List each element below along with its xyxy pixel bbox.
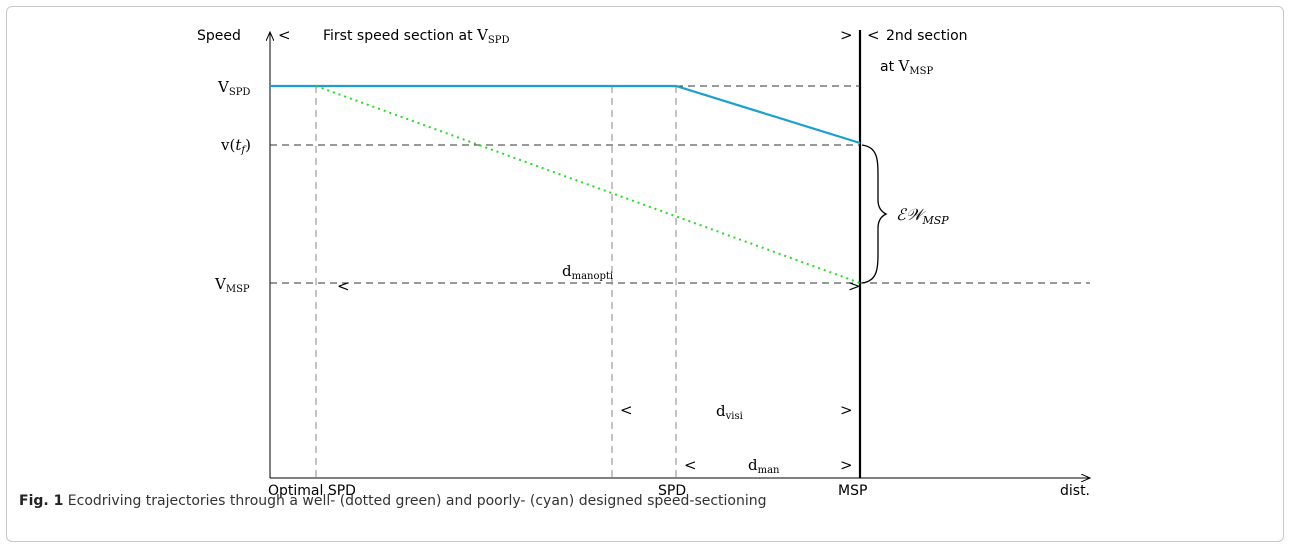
y-label-v-spd: VSPD bbox=[217, 78, 250, 98]
d-visi-label: dvisi bbox=[716, 402, 743, 422]
x-label-optimal-spd: Optimal SPD bbox=[268, 483, 356, 499]
d-visi-open-bracket: < bbox=[620, 401, 633, 419]
first-section-label: First speed section at VSPD bbox=[323, 26, 510, 46]
d-visi-close-bracket: > bbox=[840, 401, 853, 419]
brace-label: ℰ𝒲MSP bbox=[896, 205, 949, 227]
first-section-close-bracket: > bbox=[840, 26, 853, 44]
y-label-v-msp: VMSP bbox=[214, 275, 250, 295]
d-manopti-close-bracket: > bbox=[848, 277, 861, 295]
first-section-open-bracket: < bbox=[278, 26, 291, 44]
second-section-label-line2: at VMSP bbox=[880, 57, 933, 77]
caption-text: Ecodriving trajectories through a well- … bbox=[63, 493, 767, 509]
d-manopti-label: dmanopti bbox=[562, 262, 613, 282]
x-axis-title: dist. bbox=[1060, 483, 1090, 499]
second-section-open-bracket: < bbox=[867, 26, 880, 44]
good-trajectory-green bbox=[315, 85, 861, 284]
figure-caption: Fig. 1 Ecodriving trajectories through a… bbox=[19, 493, 1269, 509]
figure-number: Fig. 1 bbox=[19, 493, 64, 509]
second-section-label: 2nd section bbox=[886, 28, 968, 44]
energy-brace bbox=[861, 144, 888, 284]
figure-frame bbox=[6, 6, 1284, 542]
y-axis-title: Speed bbox=[197, 28, 241, 44]
d-man-open-bracket: < bbox=[684, 456, 697, 474]
x-label-msp: MSP bbox=[838, 483, 867, 499]
x-label-spd: SPD bbox=[658, 483, 686, 499]
poor-trajectory-cyan bbox=[270, 84, 861, 145]
d-man-label: dman bbox=[748, 456, 780, 476]
y-label-v-tf: v(tf) bbox=[220, 136, 251, 156]
d-manopti-open-bracket: < bbox=[337, 277, 350, 295]
d-man-close-bracket: > bbox=[840, 456, 853, 474]
